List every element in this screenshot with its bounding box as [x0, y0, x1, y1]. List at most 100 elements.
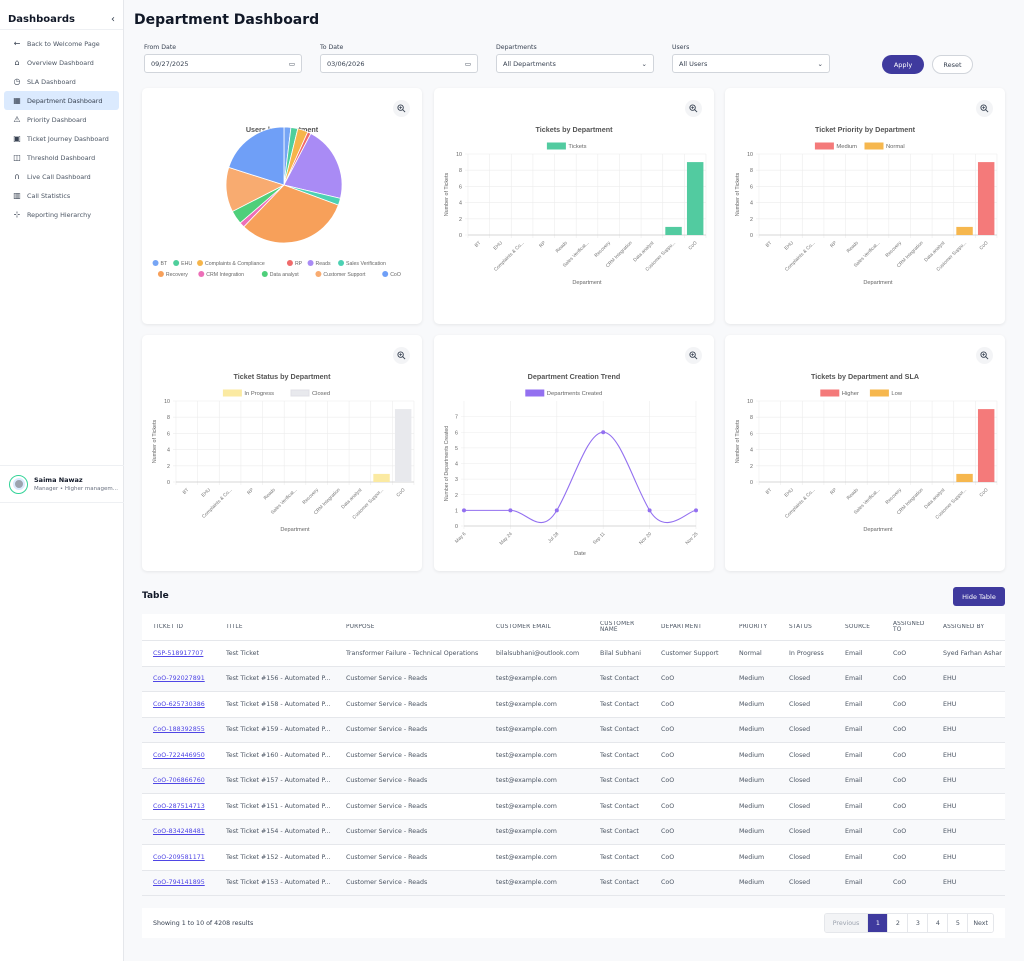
next-page-button[interactable]: Next	[968, 914, 993, 932]
table-cell: EHU	[943, 751, 957, 759]
sidebar-nav: ← Back to Welcome Page ⌂ Overview Dashboard…	[0, 30, 123, 224]
ticket-id-link[interactable]: CoO-794141895	[153, 879, 205, 887]
table-cell: CoO	[893, 853, 907, 861]
user-profile[interactable]: Saima Nawaz Manager • Higher managem...	[0, 465, 124, 503]
legend-label: Data analyst	[270, 272, 299, 278]
x-axis-label: Department	[863, 527, 893, 533]
ticket-id-link[interactable]: CoO-792027891	[153, 675, 205, 683]
chevron-left-icon[interactable]: ‹	[111, 13, 115, 25]
from-date-input[interactable]: 09/27/2025 ▭	[144, 54, 302, 73]
table-row[interactable]: CoO-792027891 Test Ticket #156 - Automate…	[142, 666, 1005, 692]
zoom-in-button[interactable]	[393, 100, 410, 117]
table-cell: Email	[845, 700, 863, 708]
ticket-id-link[interactable]: CoO-706866760	[153, 777, 205, 785]
legend-swatch	[315, 271, 322, 277]
sidebar-item-priority-dashboard[interactable]: ⚠ Priority Dashboard	[4, 110, 119, 129]
sidebar-item-ticket-journey-dashboard[interactable]: ▣ Ticket Journey Dashboard	[4, 129, 119, 148]
page-button-1[interactable]: 1	[868, 914, 889, 932]
table-cell: Test Contact	[600, 777, 639, 785]
page-button-2[interactable]: 2	[888, 914, 909, 932]
calendar-icon[interactable]: ▭	[464, 59, 471, 68]
chart-card-tickets-by-department: Tickets by Department Tickets 0 2 4 6 8 10 BT EHU…	[434, 88, 714, 324]
table-cell: test@example.com	[496, 802, 557, 810]
zoom-in-button[interactable]	[976, 347, 993, 364]
table-cell: EHU	[943, 879, 957, 887]
table-row[interactable]: CSP-518917707 Test Ticket Transformer Fail…	[142, 641, 1005, 667]
pie-slice-reads	[283, 133, 343, 199]
hide-table-button[interactable]: Hide Table	[953, 587, 1005, 606]
sidebar-item-overview-dashboard[interactable]: ⌂ Overview Dashboard	[4, 53, 119, 72]
zoom-in-button[interactable]	[976, 100, 993, 117]
table-row[interactable]: CoO-209581171 Test Ticket #152 - Automate…	[142, 845, 1005, 871]
x-tick-label: EHU	[783, 240, 795, 252]
page-button-4[interactable]: 4	[928, 914, 949, 932]
legend-label: RP	[295, 261, 303, 267]
table-row[interactable]: CoO-625730386 Test Ticket #158 - Automate…	[142, 692, 1005, 718]
zoom-in-button[interactable]	[685, 347, 702, 364]
ticket-id-link[interactable]: CoO-834248481	[153, 828, 205, 836]
table-cell: CoO	[661, 879, 675, 887]
users-filter: Users All Users ⌄	[672, 44, 830, 73]
table-cell: CoO	[893, 649, 907, 657]
y-tick-label: 0	[167, 480, 170, 486]
apply-button[interactable]: Apply	[882, 55, 924, 74]
previous-page-button[interactable]: Previous	[824, 914, 869, 932]
sidebar-item-reporting-hierarchy[interactable]: ⊹ Reporting Hierarchy	[4, 205, 119, 224]
y-axis-label: Number of Tickets	[152, 419, 158, 463]
table-row[interactable]: CoO-706866760 Test Ticket #157 - Automate…	[142, 768, 1005, 794]
page-button-3[interactable]: 3	[908, 914, 929, 932]
to-date-input[interactable]: 03/06/2026 ▭	[320, 54, 478, 73]
user-name: Saima Nawaz	[34, 476, 83, 484]
table-cell: CoO	[661, 726, 675, 734]
table-cell: test@example.com	[496, 853, 557, 861]
table-row[interactable]: CoO-834248481 Test Ticket #154 - Automate…	[142, 819, 1005, 845]
table-cell: EHU	[943, 802, 957, 810]
sidebar-item-call-statistics[interactable]: ▥ Call Statistics	[4, 186, 119, 205]
x-tick-label: BT	[765, 487, 774, 496]
ticket-id-link[interactable]: CoO-188392855	[153, 726, 205, 734]
y-tick-label: 10	[164, 399, 170, 405]
y-tick-label: 7	[455, 415, 458, 421]
sidebar-item-label: SLA Dashboard	[27, 77, 76, 86]
x-tick-label: RP	[829, 487, 838, 496]
ticket-id-link[interactable]: CoO-209581171	[153, 853, 205, 861]
page-button-5[interactable]: 5	[948, 914, 969, 932]
sidebar-item-sla-dashboard[interactable]: ◷ SLA Dashboard	[4, 72, 119, 91]
table-cell: Customer Support	[661, 649, 719, 657]
ticket-id-link[interactable]: CSP-518917707	[153, 649, 204, 657]
table-cell: Closed	[789, 777, 811, 785]
table-cell: CoO-706866760	[142, 777, 215, 784]
calendar-icon[interactable]: ▭	[288, 59, 295, 68]
sidebar-item-live-call-dashboard[interactable]: ∩ Live Call Dashboard	[4, 167, 119, 186]
users-value: All Users	[679, 59, 708, 68]
column-header: CUSTOMER EMAIL	[496, 624, 551, 630]
x-tick-label: Reads	[846, 487, 860, 501]
ticket-id-link[interactable]: CoO-625730386	[153, 700, 205, 708]
sidebar-item-back-to-welcome-page[interactable]: ← Back to Welcome Page	[4, 34, 119, 53]
table-row[interactable]: CoO-287514713 Test Ticket #151 - Automate…	[142, 794, 1005, 820]
table-row[interactable]: CoO-794141895 Test Ticket #153 - Automate…	[142, 870, 1005, 896]
users-select[interactable]: All Users ⌄	[672, 54, 830, 73]
x-tick-label: EHU	[783, 487, 795, 499]
zoom-in-button[interactable]	[393, 347, 410, 364]
chart-card-tickets-by-department-and-sla: Tickets by Department and SLA Higher Low 0 2…	[725, 335, 1005, 571]
table-cell: Customer Service - Reads	[346, 777, 428, 785]
x-tick-label: CoO	[978, 240, 989, 251]
table-row[interactable]: CoO-188392855 Test Ticket #159 - Automate…	[142, 717, 1005, 743]
sidebar-item-department-dashboard[interactable]: ▦ Department Dashboard	[4, 91, 119, 110]
table-row[interactable]: CoO-722446950 Test Ticket #160 - Automate…	[142, 743, 1005, 769]
bar-tickets	[665, 226, 682, 235]
table-cell: CoO	[893, 777, 907, 785]
x-tick-label: EHU	[492, 240, 504, 252]
zoom-in-button[interactable]	[685, 100, 702, 117]
ticket-id-link[interactable]: CoO-722446950	[153, 751, 205, 759]
table-cell: CoO	[661, 802, 675, 810]
table-cell: Closed	[789, 802, 811, 810]
legend-label: EHU	[181, 261, 192, 267]
legend-label: Tickets	[568, 144, 586, 150]
ticket-id-link[interactable]: CoO-287514713	[153, 802, 205, 810]
y-tick-label: 2	[459, 217, 462, 223]
reset-button[interactable]: Reset	[932, 55, 973, 74]
departments-select[interactable]: All Departments ⌄	[496, 54, 654, 73]
sidebar-item-threshold-dashboard[interactable]: ◫ Threshold Dashboard	[4, 148, 119, 167]
